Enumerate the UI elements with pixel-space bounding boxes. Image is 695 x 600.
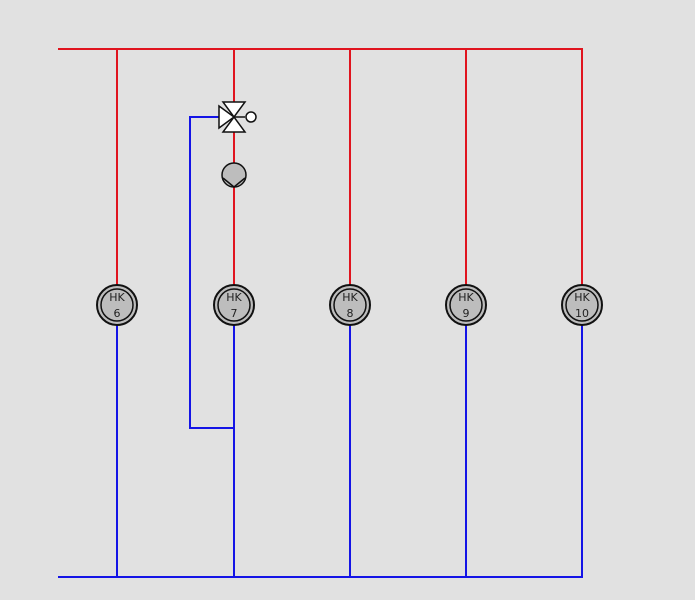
heating-circuit-10: HK 10 <box>561 49 603 577</box>
circuit-symbol-hk9[interactable]: HK 9 <box>445 284 487 326</box>
pump-flow-chevron <box>222 177 246 188</box>
circuit-inner-ring <box>217 288 251 322</box>
circulation-pump-icon[interactable] <box>221 162 247 188</box>
bypass-line <box>189 116 234 429</box>
circuit-inner-ring <box>449 288 483 322</box>
circuit-inner-ring <box>100 288 134 322</box>
valve-actuator-icon <box>245 111 257 123</box>
circuit-number-label: 8 <box>347 307 354 320</box>
circuit-number-label: 7 <box>231 307 238 320</box>
heating-circuit-7: HK 7 <box>213 49 255 577</box>
heating-circuit-8: HK 8 <box>329 49 371 577</box>
circuit-prefix-label: HK <box>109 291 125 304</box>
circuit-symbol-hk10[interactable]: HK 10 <box>561 284 603 326</box>
heating-circuits: HK 6 HK 7 HK 8 HK 9 HK 10 <box>96 49 603 577</box>
circuit-prefix-label: HK <box>574 291 590 304</box>
circuit-number-label: 6 <box>114 307 121 320</box>
heating-circuit-6: HK 6 <box>96 49 138 577</box>
valve-left-triangle <box>218 104 236 130</box>
valve-top-triangle <box>221 101 247 119</box>
circuit-symbol-hk7[interactable]: HK 7 <box>213 284 255 326</box>
three-way-mixing-valve-icon[interactable] <box>218 101 257 133</box>
circuit-inner-ring <box>333 288 367 322</box>
circuit-prefix-label: HK <box>458 291 474 304</box>
circuit-number-label: 9 <box>463 307 470 320</box>
pump-body <box>221 162 247 188</box>
circuit-prefix-label: HK <box>226 291 242 304</box>
circuit-symbol-hk6[interactable]: HK 6 <box>96 284 138 326</box>
valve-bottom-triangle <box>221 115 247 133</box>
circuit-number-label: 10 <box>575 307 589 320</box>
circuit-prefix-label: HK <box>342 291 358 304</box>
circuit-symbol-hk8[interactable]: HK 8 <box>329 284 371 326</box>
heating-circuit-9: HK 9 <box>445 49 487 577</box>
circuit-inner-ring <box>565 288 599 322</box>
